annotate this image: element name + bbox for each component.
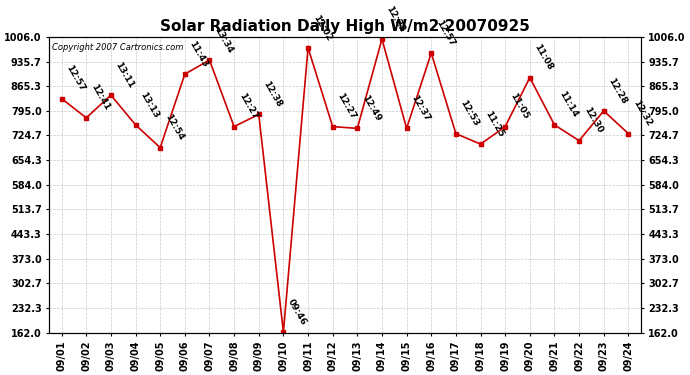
Text: 12:49: 12:49	[360, 93, 382, 123]
Text: 13:11: 13:11	[114, 60, 136, 90]
Text: 12:41: 12:41	[89, 83, 111, 112]
Title: Solar Radiation Daily High W/m2 20070925: Solar Radiation Daily High W/m2 20070925	[160, 20, 530, 34]
Text: 13:34: 13:34	[213, 25, 235, 54]
Text: 12:57: 12:57	[64, 64, 86, 93]
Text: 12:27: 12:27	[237, 92, 259, 121]
Text: 12:54: 12:54	[163, 112, 185, 142]
Text: 13:13: 13:13	[138, 90, 161, 119]
Text: Copyright 2007 Cartronics.com: Copyright 2007 Cartronics.com	[52, 43, 184, 52]
Text: 11:43: 11:43	[188, 39, 210, 69]
Text: 11:08: 11:08	[533, 43, 555, 72]
Text: 12:30: 12:30	[582, 106, 604, 135]
Text: 11:25: 11:25	[483, 109, 505, 139]
Text: 12:38: 12:38	[262, 80, 284, 109]
Text: 12:37: 12:37	[409, 93, 431, 123]
Text: 09:46: 09:46	[286, 297, 308, 327]
Text: 12:22: 12:22	[385, 4, 407, 33]
Text: 12:32: 12:32	[631, 99, 653, 128]
Text: 11:14: 11:14	[558, 90, 580, 119]
Text: 12:53: 12:53	[459, 99, 481, 128]
Text: 12:57: 12:57	[434, 18, 456, 48]
Text: 12:28: 12:28	[607, 76, 629, 105]
Text: 12:27: 12:27	[335, 92, 357, 121]
Text: 12:02: 12:02	[310, 13, 333, 42]
Text: 11:05: 11:05	[508, 92, 530, 121]
